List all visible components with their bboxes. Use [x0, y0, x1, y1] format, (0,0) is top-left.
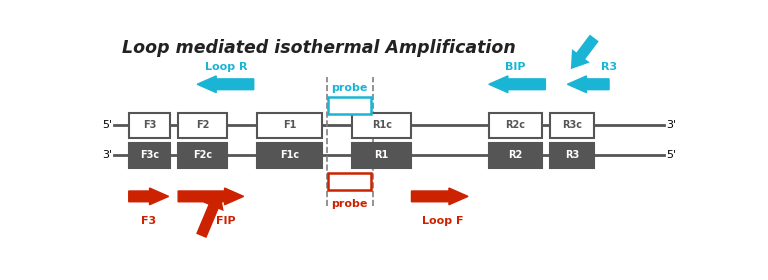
Bar	[178, 143, 227, 168]
Text: F1c: F1c	[280, 150, 299, 160]
FancyArrow shape	[489, 76, 545, 93]
FancyArrow shape	[197, 76, 253, 93]
Text: R1c: R1c	[372, 120, 392, 130]
Text: R2: R2	[508, 150, 523, 160]
Text: F1: F1	[283, 120, 296, 130]
Text: FIP: FIP	[216, 216, 236, 226]
Text: F3: F3	[141, 216, 156, 226]
FancyArrow shape	[178, 188, 243, 205]
Bar	[328, 97, 371, 115]
Text: probe: probe	[331, 199, 368, 209]
Bar	[257, 113, 323, 138]
Text: Loop R: Loop R	[204, 62, 247, 73]
FancyArrow shape	[568, 76, 609, 93]
Text: 5': 5'	[666, 150, 677, 160]
Bar	[550, 113, 594, 138]
Bar	[550, 143, 594, 168]
Text: probe: probe	[331, 83, 368, 93]
Bar	[178, 113, 227, 138]
Bar	[489, 113, 542, 138]
Text: Loop mediated isothermal Amplification: Loop mediated isothermal Amplification	[122, 39, 516, 57]
Text: R1: R1	[375, 150, 389, 160]
Bar	[129, 143, 170, 168]
Bar	[352, 113, 412, 138]
Text: R3: R3	[564, 150, 579, 160]
FancyArrowPatch shape	[571, 35, 599, 69]
Bar	[489, 143, 542, 168]
Text: Loop F: Loop F	[422, 216, 463, 226]
Bar	[328, 173, 371, 190]
Text: 5': 5'	[103, 120, 113, 130]
FancyArrowPatch shape	[196, 192, 223, 238]
Bar	[352, 143, 412, 168]
Text: R3: R3	[601, 62, 617, 73]
Text: 3': 3'	[666, 120, 677, 130]
Text: R3c: R3c	[562, 120, 582, 130]
FancyArrow shape	[412, 188, 468, 205]
Text: BIP: BIP	[505, 62, 526, 73]
Text: F2c: F2c	[193, 150, 212, 160]
Bar	[129, 113, 170, 138]
Bar	[257, 143, 323, 168]
Text: F2: F2	[196, 120, 209, 130]
FancyArrow shape	[129, 188, 169, 205]
Text: R2c: R2c	[505, 120, 525, 130]
Text: F3c: F3c	[140, 150, 159, 160]
Text: 3': 3'	[103, 150, 113, 160]
Text: F3: F3	[143, 120, 156, 130]
